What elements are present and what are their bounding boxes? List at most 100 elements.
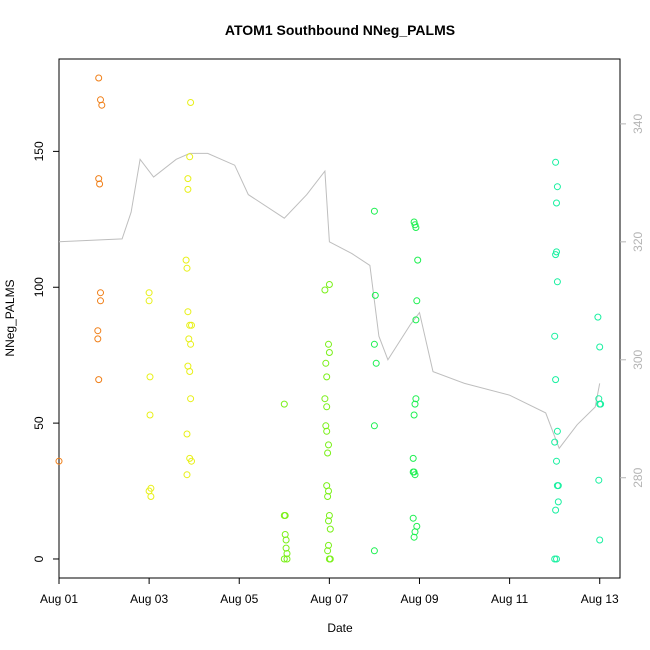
data-point (553, 199, 560, 207)
data-point (552, 251, 560, 259)
y-tick-label: 100 (32, 277, 46, 297)
data-point (553, 183, 561, 191)
data-point (551, 438, 559, 446)
data-point (183, 430, 191, 438)
data-point (553, 457, 560, 465)
data-point (325, 487, 332, 495)
data-point (187, 99, 195, 106)
data-point (322, 422, 330, 430)
data-point (325, 281, 333, 288)
x-tick-label: Aug 13 (581, 592, 619, 606)
data-point (324, 449, 332, 457)
data-point (183, 471, 191, 479)
data-point (553, 278, 561, 286)
data-point (97, 297, 104, 305)
y-tick-label: 0 (32, 555, 46, 562)
data-point (322, 359, 330, 367)
x-axis: Aug 01 Aug 03 Aug 05 Aug 07 Aug 09 Aug 11 Aug … (40, 578, 619, 606)
data-point (554, 498, 562, 506)
data-point (145, 289, 153, 297)
data-point (410, 533, 418, 541)
x-tick-label: Aug 05 (220, 592, 258, 606)
data-point (184, 175, 192, 183)
data-point (372, 359, 380, 367)
y-axis-label: NNeg_PALMS (3, 279, 17, 356)
data-point (323, 403, 331, 411)
data-point (325, 441, 332, 449)
data-point (409, 514, 417, 522)
secondary-series-layer (58, 152, 601, 450)
secondary-series-line (58, 152, 601, 450)
y-tick-label: 150 (32, 141, 46, 161)
y-axis-right: 280 300 320 340 (620, 114, 645, 488)
data-point (282, 536, 290, 544)
data-point (371, 291, 379, 299)
data-point (323, 427, 331, 435)
data-point (183, 264, 191, 272)
data-point (370, 547, 378, 555)
data-point (409, 454, 417, 462)
data-point (552, 158, 560, 166)
y-tick-label: 50 (32, 416, 46, 430)
data-point (552, 376, 560, 384)
data-point (280, 555, 288, 563)
data-point (596, 343, 604, 351)
data-point (370, 207, 378, 215)
y2-tick-label: 340 (631, 114, 645, 134)
data-point (326, 525, 334, 533)
x-axis-label: Date (327, 621, 353, 635)
data-point (596, 400, 604, 408)
data-point (325, 517, 332, 525)
data-point (97, 289, 104, 297)
data-point (412, 316, 420, 324)
data-point (326, 555, 334, 563)
scatter-points-layer (55, 74, 605, 563)
data-point (281, 531, 289, 538)
data-point (551, 332, 559, 340)
data-point (412, 224, 420, 231)
x-tick-label: Aug 09 (400, 592, 438, 606)
data-point (184, 185, 192, 193)
data-point (187, 340, 195, 348)
x-tick-label: Aug 11 (491, 592, 528, 606)
data-point (98, 101, 106, 109)
data-point (182, 256, 190, 264)
data-point (411, 471, 419, 479)
y2-tick-label: 300 (631, 349, 645, 369)
data-point (553, 555, 560, 563)
x-tick-label: Aug 07 (310, 592, 348, 606)
data-point (188, 321, 195, 329)
data-point (186, 368, 194, 375)
data-point (283, 555, 291, 563)
data-point (188, 457, 195, 465)
data-point (410, 411, 418, 419)
data-point (321, 286, 329, 294)
data-point (325, 340, 332, 348)
data-point (323, 373, 331, 381)
data-point (596, 536, 604, 544)
data-point (96, 180, 104, 188)
data-point (281, 512, 289, 519)
data-point (95, 74, 103, 82)
data-point (595, 476, 603, 484)
x-tick-label: Aug 03 (130, 592, 168, 606)
data-point (553, 427, 561, 435)
data-point (186, 153, 194, 161)
data-point (411, 400, 419, 408)
data-point (184, 308, 192, 316)
data-point (552, 506, 560, 514)
data-point (95, 376, 103, 384)
data-point (594, 313, 602, 321)
data-point (94, 327, 102, 335)
data-point (147, 493, 155, 500)
plot-frame (58, 58, 621, 579)
data-point (324, 493, 332, 500)
y2-tick-label: 320 (631, 231, 645, 251)
y2-tick-label: 280 (631, 467, 645, 487)
data-point (324, 547, 332, 555)
data-point (321, 395, 329, 403)
data-point (55, 457, 63, 465)
y-axis-left: 0 50 100 150 (32, 141, 59, 562)
data-point (414, 256, 422, 264)
